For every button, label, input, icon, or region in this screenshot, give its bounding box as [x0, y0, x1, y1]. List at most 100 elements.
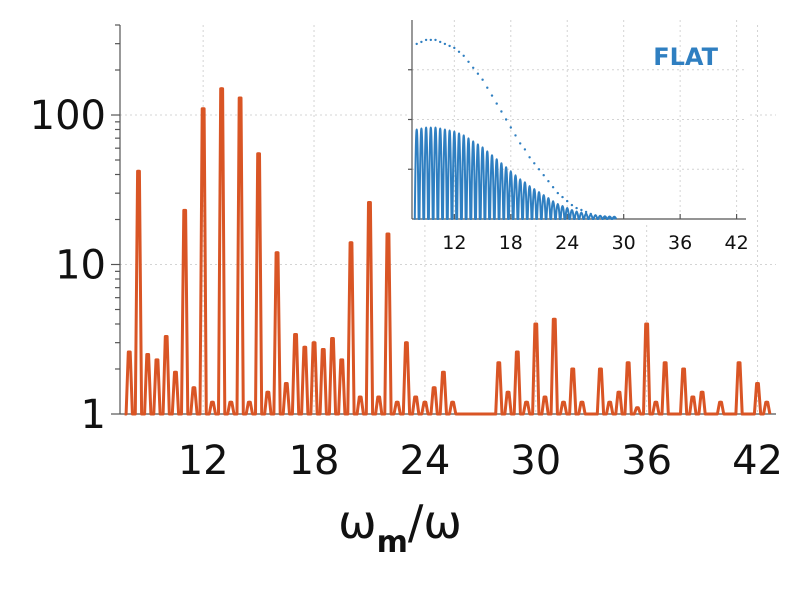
main-data-point	[719, 400, 722, 404]
main-data-point	[451, 400, 454, 404]
inset-data-point	[500, 110, 503, 113]
inset-data-point	[439, 40, 442, 44]
main-data-point	[728, 412, 732, 416]
main-data-point	[663, 361, 667, 365]
inset-data-point	[547, 180, 550, 183]
inset-x-tick-label: 36	[668, 232, 692, 254]
main-data-point	[654, 400, 658, 404]
inset-data-point	[570, 203, 574, 207]
inset-data-point	[599, 215, 602, 218]
main-data-point	[155, 358, 159, 362]
main-data-point	[700, 390, 704, 394]
main-data-point	[737, 361, 741, 365]
main-data-point	[257, 152, 260, 156]
main-data-point	[137, 169, 140, 173]
inset-x-tick-label: 42	[724, 232, 748, 254]
main-data-point	[608, 400, 612, 404]
main-data-point	[645, 322, 648, 326]
inset-data-point	[556, 191, 559, 195]
main-data-point	[284, 382, 288, 385]
main-data-point	[478, 412, 482, 416]
main-data-point	[488, 412, 491, 416]
main-data-point	[552, 317, 556, 321]
x-axis-label: ωm/ω	[338, 495, 462, 560]
inset-data-point	[514, 134, 517, 137]
inset-data-point	[443, 42, 447, 46]
main-data-point	[562, 400, 565, 404]
main-data-point	[673, 412, 676, 416]
main-x-tick-label: 36	[621, 438, 672, 484]
inset-data-point	[584, 210, 588, 214]
main-data-point	[756, 382, 759, 385]
main-y-tick-label: 1	[81, 392, 106, 438]
inset-series	[413, 38, 618, 220]
inset-x-tick-label: 24	[555, 232, 579, 254]
inset-data-point	[575, 206, 578, 210]
inset-data-point	[608, 216, 611, 220]
main-data-point	[164, 335, 168, 338]
main-data-point	[617, 390, 621, 394]
inset-annotation: FLAT	[653, 43, 718, 71]
main-data-point	[746, 412, 750, 416]
main-data-point	[266, 390, 270, 394]
inset-series-line	[413, 126, 618, 220]
main-data-point	[395, 400, 399, 404]
inset-data-point	[453, 46, 456, 50]
main-data-point	[183, 209, 187, 212]
main-data-point	[405, 341, 408, 345]
inset-x-tick-label: 30	[612, 232, 636, 254]
inset-data-point	[457, 50, 461, 53]
inset-data-point	[420, 40, 423, 44]
main-data-point	[423, 400, 427, 404]
main-data-point	[626, 361, 630, 365]
main-data-point	[349, 241, 353, 245]
x-axis-label-omega: ω	[338, 495, 377, 549]
inset-plot: 12 18 24 30 36 42 FLAT	[408, 18, 749, 254]
main-data-point	[127, 350, 131, 354]
inset-data-point	[542, 174, 545, 177]
main-data-point	[460, 412, 464, 416]
main-data-point	[331, 337, 334, 340]
inset-x-tick-label: 12	[442, 232, 466, 254]
inset-data-point	[551, 186, 555, 189]
main-y-tick-label: 10	[55, 243, 106, 289]
main-data-point	[275, 251, 279, 255]
main-data-point	[765, 400, 769, 404]
inset-data-point	[509, 126, 512, 129]
inset-data-point	[490, 94, 494, 97]
main-data-point	[174, 370, 177, 374]
inset-data-point	[434, 38, 437, 42]
inset-data-point	[472, 66, 475, 70]
main-data-point	[146, 353, 150, 356]
main-data-point	[192, 386, 196, 390]
inset-data-point	[476, 72, 480, 75]
inset-data-point	[589, 212, 592, 216]
inset-data-point	[448, 44, 451, 48]
main-data-point	[636, 406, 639, 410]
inset-data-point	[594, 214, 597, 217]
main-series	[124, 87, 772, 416]
main-data-point	[469, 412, 473, 416]
inset-data-point	[429, 38, 432, 42]
main-tick-labels: 12 18 24 30 36 42 1 10 100	[30, 93, 783, 484]
main-data-point	[358, 395, 362, 399]
x-axis-label-tail: /ω	[408, 495, 462, 549]
main-data-point	[543, 395, 547, 399]
main-data-point	[515, 350, 519, 354]
main-data-point	[497, 361, 501, 365]
main-plot: 12 18 24 30 36 42 1 10 100	[30, 24, 783, 484]
main-data-point	[211, 400, 214, 404]
main-x-tick-label: 24	[399, 438, 450, 484]
inset-data-point	[495, 102, 498, 105]
main-x-tick-label: 42	[732, 438, 783, 484]
main-data-point	[534, 322, 538, 326]
main-x-tick-label: 12	[178, 438, 229, 484]
main-data-point	[506, 390, 510, 394]
inset-data-point	[462, 54, 465, 57]
inset-data-point	[486, 86, 489, 89]
main-y-tick-label: 100	[30, 93, 106, 139]
main-data-point	[303, 345, 307, 349]
inset-data-point	[566, 199, 569, 203]
inset-data-point	[528, 156, 531, 159]
inset-data-point	[415, 42, 418, 46]
